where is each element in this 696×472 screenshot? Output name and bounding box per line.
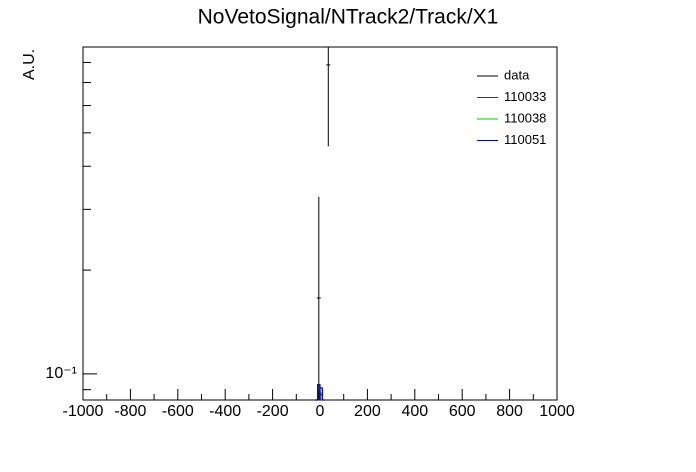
y-tick-label: 10⁻¹ xyxy=(45,365,77,382)
x-tick-label: -600 xyxy=(162,403,194,420)
x-tick-label: -200 xyxy=(257,403,289,420)
x-tick-label: 600 xyxy=(449,403,476,420)
x-tick-label: -400 xyxy=(209,403,241,420)
legend-label: 110051 xyxy=(504,132,546,147)
x-tick-label: 800 xyxy=(496,403,523,420)
x-tick-label: 400 xyxy=(401,403,428,420)
legend-label: data xyxy=(504,67,530,82)
x-tick-label: -800 xyxy=(114,403,146,420)
x-tick-label: 200 xyxy=(354,403,381,420)
x-tick-label: 1000 xyxy=(539,403,575,420)
legend-label: 110033 xyxy=(504,89,546,104)
chart-title: NoVetoSignal/NTrack2/Track/X1 xyxy=(198,6,499,29)
y-axis-label: A.U. xyxy=(21,49,38,80)
x-tick-label: 0 xyxy=(316,403,325,420)
legend-label: 110038 xyxy=(504,110,546,125)
x-tick-label: -1000 xyxy=(63,403,104,420)
histogram-bin xyxy=(319,387,323,400)
